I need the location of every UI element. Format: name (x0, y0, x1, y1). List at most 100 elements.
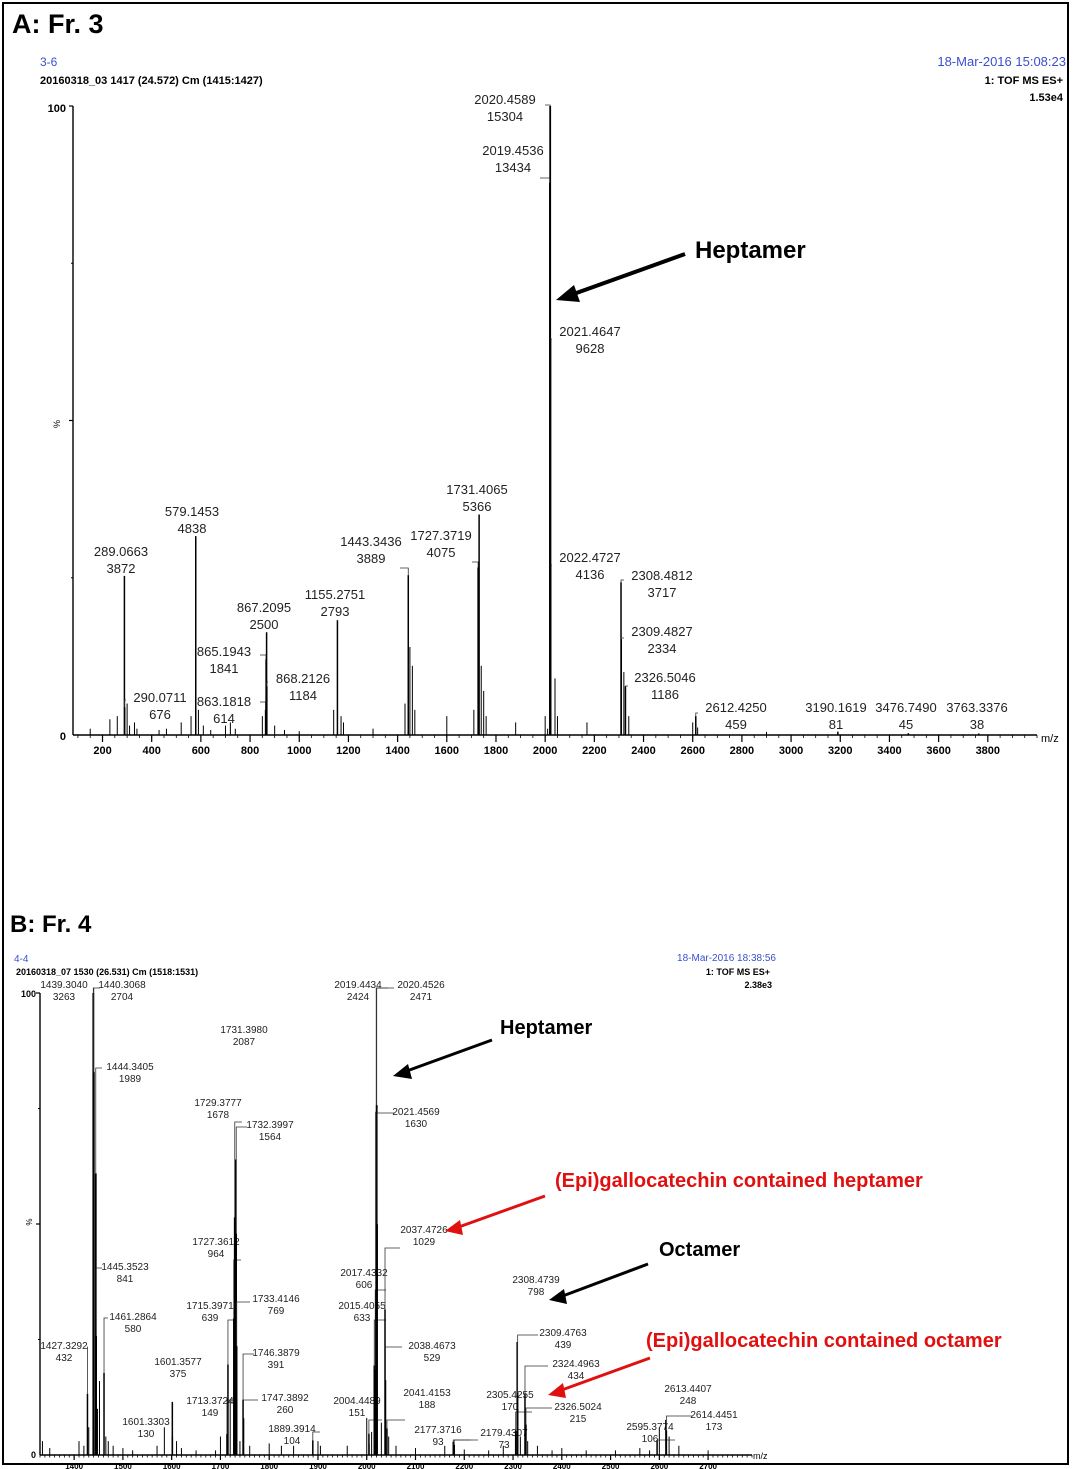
panel-a-heptamer-label: Heptamer (695, 237, 806, 264)
panel-a-timestamp: 18-Mar-2016 15:08:23 (937, 54, 1066, 69)
peak-mz-label: 2179.4307 (480, 1428, 528, 1439)
peak-label-leader (95, 1267, 102, 1336)
peak-intensity-label: 81 (829, 717, 843, 732)
peak-intensity-label: 215 (570, 1414, 587, 1425)
peak-intensity-label: 4075 (427, 545, 456, 560)
panel-b-egc-heptamer-arrow-shaft (455, 1194, 546, 1230)
peak-label-leader (453, 1439, 478, 1445)
peak-mz-label: 1444.3405 (106, 1062, 154, 1073)
peak-mz-label: 3763.3376 (946, 700, 1007, 715)
peak-mz-label: 1889.3914 (268, 1424, 316, 1435)
peak-mz-label: 2041.4153 (403, 1388, 451, 1399)
panel-b-octamer-arrow-shaft (559, 1262, 649, 1299)
peak-label-leader (376, 1112, 394, 1225)
peak-mz-label: 2017.4332 (340, 1268, 388, 1279)
peak-intensity-label: 173 (706, 1422, 723, 1433)
x-tick-label: 2000 (358, 1462, 376, 1469)
peak-mz-label: 1733.4146 (252, 1294, 300, 1305)
x-tick-label: 3600 (926, 745, 950, 757)
peak-mz-label: 1746.3879 (252, 1348, 300, 1359)
panel-a-y-axis-label: % (52, 420, 62, 428)
x-tick-label: 2500 (602, 1462, 620, 1469)
peak-label-leader (385, 1346, 402, 1381)
peak-mz-label: 2614.4451 (690, 1410, 738, 1421)
panel-b-heptamer-arrow-shaft (403, 1038, 493, 1074)
peak-mz-label: 1729.3777 (194, 1098, 242, 1109)
peak-intensity-label: 2334 (648, 641, 677, 656)
peak-intensity-label: 2500 (250, 617, 279, 632)
panel-b: B: Fr. 4 4-4 20160318_07 1530 (26.531) C… (10, 911, 1002, 1469)
peak-intensity-label: 1184 (289, 688, 317, 703)
peak-label-leader (386, 1419, 405, 1429)
x-tick-label: 2400 (631, 745, 655, 757)
peak-intensity-label: 2704 (111, 992, 134, 1003)
peak-intensity-label: 104 (284, 1436, 301, 1447)
x-tick-label: 800 (241, 745, 259, 757)
peak-intensity-label: 391 (268, 1360, 285, 1371)
peak-intensity-label: 1841 (210, 661, 239, 676)
panel-b-heptamer-arrow-head (393, 1064, 412, 1079)
peak-label-leader (545, 104, 551, 106)
peak-mz-label: 868.2126 (276, 671, 330, 686)
peak-intensity-label: 1678 (207, 1110, 230, 1121)
peak-mz-label: 1731.4065 (446, 482, 507, 497)
panel-a-title: A: Fr. 3 (12, 9, 104, 39)
peak-intensity-label: 1989 (119, 1074, 142, 1085)
peak-label-leader (242, 1353, 254, 1400)
panel-b-x-axis-label: m/z (753, 1451, 768, 1461)
panel-b-y-bottom: 0 (31, 1450, 36, 1460)
panel-b-intensity: 2.38e3 (744, 980, 772, 990)
peak-label-leader (374, 1289, 386, 1370)
peak-intensity-label: 841 (117, 1274, 134, 1285)
peak-intensity-label: 2793 (321, 604, 350, 619)
peak-label-leader (124, 699, 126, 708)
x-tick-label: 1700 (212, 1462, 230, 1469)
peak-mz-label: 2019.4434 (334, 980, 382, 991)
peak-label-leader (517, 1334, 538, 1393)
peak-intensity-label: 580 (125, 1324, 142, 1335)
peak-intensity-label: 2087 (233, 1037, 256, 1048)
panel-b-egc-octamer-arrow-shaft (558, 1356, 651, 1393)
panel-b-egc-heptamer-label: (Epi)gallocatechin contained heptamer (555, 1170, 923, 1192)
peak-intensity-label: 676 (149, 707, 171, 722)
peak-mz-label: 1715.3971 (186, 1301, 234, 1312)
peak-mz-label: 2015.4055 (338, 1301, 386, 1312)
peak-mz-label: 3476.7490 (875, 700, 936, 715)
x-tick-label: 3200 (828, 745, 852, 757)
panel-a-x-axis-label: m/z (1041, 733, 1059, 745)
peak-label-leader (695, 712, 698, 717)
panel-b-octamer-arrow-head (549, 1289, 567, 1304)
peak-intensity-label: 3263 (53, 992, 76, 1003)
x-tick-label: 2800 (730, 745, 754, 757)
peak-intensity-label: 1564 (259, 1132, 282, 1143)
peak-label-leader (260, 654, 267, 660)
peak-label-leader (93, 987, 100, 1073)
peak-mz-label: 1713.3724 (186, 1396, 234, 1407)
peak-mz-label: 1747.3892 (261, 1393, 309, 1404)
peak-label-leader (540, 177, 551, 183)
peak-label-leader (95, 1067, 102, 1174)
panel-b-egc-heptamer-arrow-head (445, 1220, 463, 1235)
peak-intensity-label: 73 (498, 1440, 510, 1451)
peak-intensity-label: 432 (56, 1353, 73, 1364)
peak-label-leader (243, 1399, 258, 1419)
peak-intensity-label: 614 (213, 711, 235, 726)
peak-mz-label: 1440.3068 (98, 980, 146, 991)
peak-label-leader (236, 1301, 250, 1347)
peak-intensity-label: 38 (970, 717, 984, 732)
peak-label-leader (515, 1411, 532, 1431)
peak-intensity-label: 459 (725, 717, 747, 732)
x-tick-label: 2000 (533, 745, 557, 757)
peak-mz-label: 2019.4536 (482, 143, 543, 158)
peak-intensity-label: 248 (680, 1396, 697, 1407)
x-tick-label: 600 (192, 745, 210, 757)
peak-intensity-label: 798 (528, 1287, 545, 1298)
peak-label-leader (400, 567, 409, 576)
x-tick-label: 2200 (455, 1462, 473, 1469)
peak-mz-label: 2038.4673 (408, 1341, 456, 1352)
peak-intensity-label: 2471 (410, 992, 433, 1003)
peak-mz-label: 2037.4726 (400, 1225, 448, 1236)
peak-mz-label: 2309.4827 (631, 624, 692, 639)
